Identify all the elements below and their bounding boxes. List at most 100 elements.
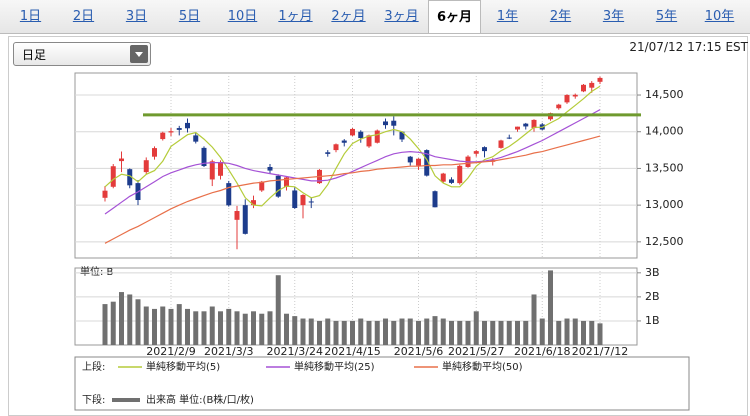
volume-bar <box>152 308 157 345</box>
candle-body <box>160 132 166 140</box>
volume-bar <box>234 311 240 345</box>
volume-bar <box>333 320 339 345</box>
volume-bar <box>572 318 578 345</box>
y-tick-label: 13,500 <box>645 161 684 174</box>
volume-bar <box>432 316 438 345</box>
x-tick-label: 2021/3/3 <box>204 345 253 358</box>
candle-body <box>284 177 289 187</box>
candle-body <box>383 121 388 126</box>
volume-bar <box>292 316 298 345</box>
y-tick-label: 13,000 <box>645 198 684 211</box>
candle-body <box>201 147 207 167</box>
candle-body <box>424 150 430 176</box>
volume-bar <box>498 320 504 345</box>
volume-bar <box>209 306 215 345</box>
volume-bar <box>185 308 190 345</box>
volume-bar <box>391 320 397 345</box>
dropdown-label: 日足 <box>22 48 47 62</box>
price-panel <box>74 72 638 259</box>
candle-body <box>308 201 314 203</box>
volume-bar <box>160 306 166 345</box>
tab[interactable]: 6ヶ月 <box>428 0 481 33</box>
candle-body <box>275 175 281 197</box>
candle-body <box>531 119 537 129</box>
tab[interactable]: 10年 <box>704 9 735 24</box>
candle-body <box>209 161 215 180</box>
volume-bar <box>127 294 133 345</box>
volume-bar <box>317 320 322 345</box>
x-tick-label: 2021/6/18 <box>514 345 570 358</box>
candle-body <box>449 179 454 183</box>
x-tick-label: 2021/2/9 <box>146 345 195 358</box>
candle-body <box>391 120 397 126</box>
candle-body <box>152 148 157 157</box>
tab[interactable]: 5日 <box>178 9 201 24</box>
candle-body <box>251 200 256 206</box>
dropdown[interactable]: 日足 <box>13 42 151 66</box>
volume-bar <box>176 304 182 345</box>
tab[interactable]: 2ヶ月 <box>331 9 366 24</box>
candle-body <box>119 158 124 162</box>
volume-bar <box>143 306 149 345</box>
volume-bar <box>515 320 520 345</box>
candle-body <box>127 169 133 186</box>
legend-upper: 上段: <box>82 360 105 373</box>
candle-body <box>185 122 190 129</box>
volume-bar <box>308 318 314 345</box>
candle-body <box>416 158 421 166</box>
dropdown-button[interactable] <box>130 45 148 63</box>
tab[interactable]: 3日 <box>125 9 148 24</box>
tab[interactable]: 2日 <box>72 9 95 24</box>
volume-bar <box>242 313 248 345</box>
candle-body <box>234 211 240 220</box>
tab[interactable]: 3ヶ月 <box>384 9 419 24</box>
legend-label: 単純移動平均(50) <box>442 360 523 373</box>
x-tick-label: 2021/5/6 <box>394 345 443 358</box>
timestamp: 21/07/12 17:15 EST <box>629 40 748 54</box>
candle-body <box>341 140 347 143</box>
candle-body <box>440 173 446 182</box>
volume-bar <box>300 318 306 345</box>
candle-body <box>482 147 487 152</box>
tab[interactable]: 2年 <box>549 9 572 24</box>
volume-bar <box>119 292 124 345</box>
tab[interactable]: 5年 <box>655 9 678 24</box>
candle-body <box>143 160 149 173</box>
x-tick-label: 2021/4/15 <box>324 345 380 358</box>
volume-bar <box>597 323 603 345</box>
volume-bar <box>374 320 380 345</box>
candle-body <box>589 82 595 88</box>
volume-bar <box>581 320 586 345</box>
volume-bar <box>589 320 595 345</box>
candle-body <box>374 130 380 143</box>
volume-bar <box>556 320 562 345</box>
tab[interactable]: 3年 <box>602 9 625 24</box>
volume-bar <box>440 318 446 345</box>
tab[interactable]: 1ヶ月 <box>278 9 313 24</box>
candle-body <box>432 191 438 208</box>
tab[interactable]: 1日 <box>19 9 42 24</box>
candle-body <box>292 190 298 209</box>
volume-bar <box>251 311 256 345</box>
tab[interactable]: 1年 <box>496 9 519 24</box>
candle-body <box>523 123 529 127</box>
candle-body <box>110 166 116 187</box>
candle-body <box>300 195 306 206</box>
candle-body <box>325 152 331 154</box>
moving-average-line <box>104 135 601 244</box>
volume-bar <box>226 308 232 345</box>
candle-body <box>515 126 520 130</box>
candle-body <box>457 165 463 184</box>
volume-bar <box>193 311 199 345</box>
volume-bar <box>366 320 372 345</box>
tab[interactable]: 10日 <box>227 9 258 24</box>
candle-body <box>333 144 339 151</box>
volume-bar <box>383 318 388 345</box>
candle-body <box>506 137 512 139</box>
volume-bar <box>350 320 355 345</box>
volume-bar <box>284 313 289 345</box>
volume-bar <box>325 318 331 345</box>
volume-bar <box>110 301 116 345</box>
candle-body <box>242 205 248 234</box>
